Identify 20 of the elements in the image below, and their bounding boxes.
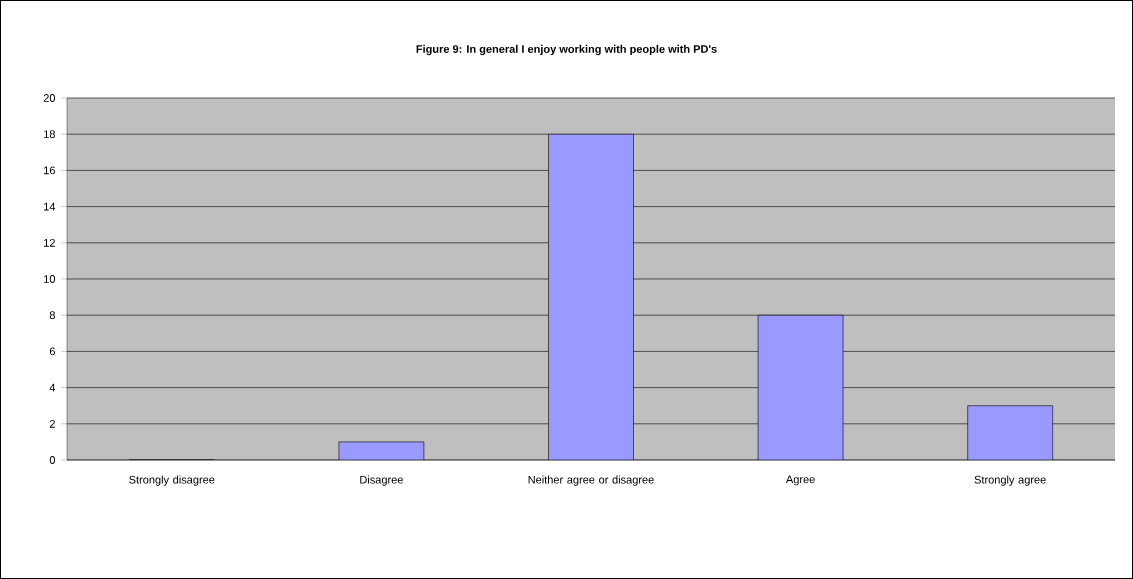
y-tick-label: 14 [44,202,56,211]
bar [967,405,1053,460]
y-tick-label: 4 [49,383,56,392]
x-tick-label: Strongly disagree [129,475,215,486]
x-tick-label: Strongly agree [974,475,1046,486]
y-tick-label: 18 [44,130,55,139]
y-tick-label: 6 [49,347,55,356]
x-tick-label: Agree [785,475,815,486]
y-tick-label: 12 [44,238,55,247]
bar [548,133,634,460]
x-tick-label: Neither agree or disagree [528,475,654,486]
y-tick-label: 8 [49,311,55,320]
y-tick-label: 0 [49,456,56,464]
y-tick-label: 2 [49,419,55,428]
y-tick-label: 16 [44,166,55,175]
chart-title: Figure 9: In general I enjoy working with people with PD's [416,44,717,56]
y-tick-label: 20 [43,94,56,102]
x-tick-label: Disagree [360,475,403,486]
y-tick-label: 10 [44,275,56,283]
bar [757,314,844,460]
